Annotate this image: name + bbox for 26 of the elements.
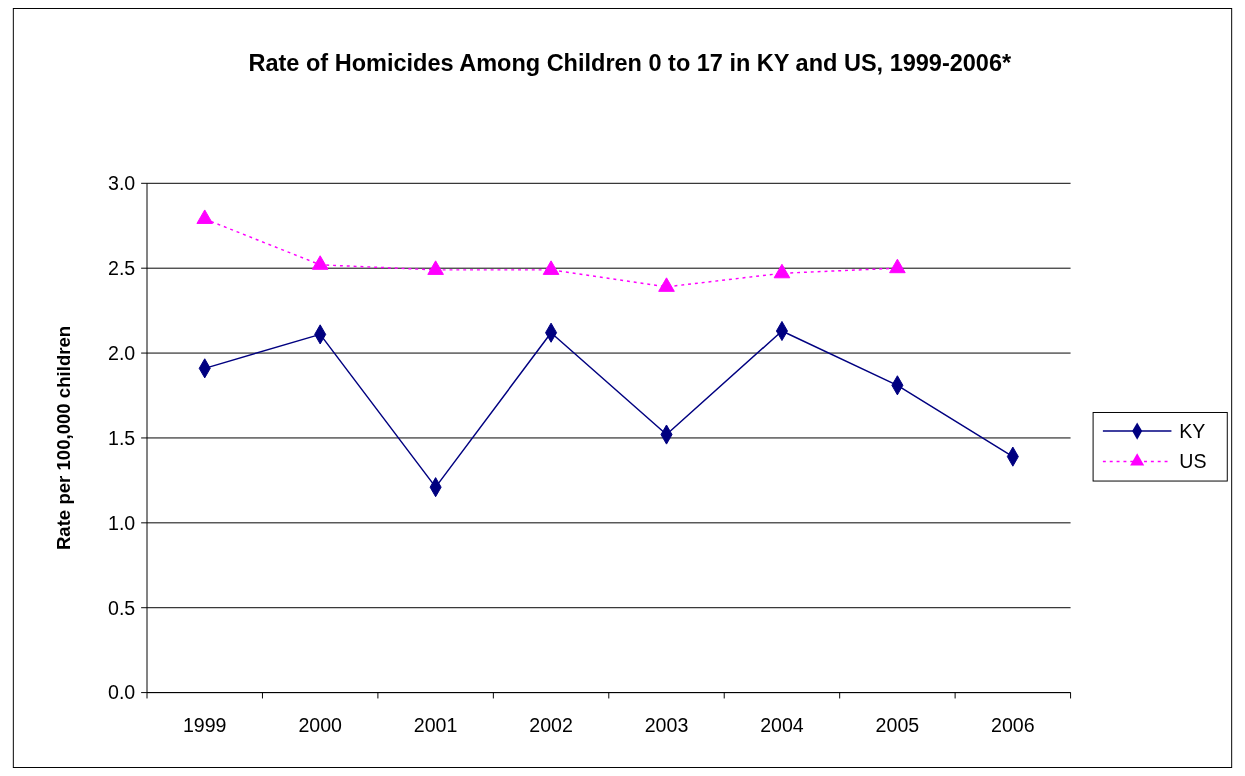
x-tick-label: 2000 — [298, 713, 343, 736]
point — [773, 263, 791, 279]
x-tick-label: 2001 — [413, 713, 458, 736]
legend-label: US — [1179, 450, 1207, 473]
x-tick-label: 2003 — [644, 713, 689, 736]
y-axis-title: Rate per 100,000 children — [52, 325, 74, 551]
x-tick-label: 1999 — [182, 713, 227, 736]
y-tick-label: 1.5 — [108, 426, 136, 449]
chart-title: Rate of Homicides Among Children 0 to 17 in KY and US, 1999-2006* — [248, 49, 1013, 76]
x-tick-label: 2006 — [991, 713, 1035, 736]
point — [542, 260, 560, 275]
point — [311, 255, 329, 270]
point — [427, 260, 444, 275]
y-tick-label: 3.0 — [108, 172, 136, 195]
y-tick-label: 0.5 — [108, 596, 136, 619]
y-tick-label: 0.0 — [108, 681, 136, 704]
x-tick-label: 2004 — [760, 713, 804, 736]
y-tick-label: 2.5 — [108, 257, 136, 280]
legend-label: KY — [1179, 419, 1206, 442]
point — [196, 209, 214, 224]
x-tick-label: 2002 — [529, 713, 573, 736]
y-tick-label: 2.0 — [108, 341, 136, 364]
y-tick-label: 1.0 — [108, 511, 136, 534]
x-tick-label: 2005 — [875, 713, 920, 736]
point — [658, 277, 675, 292]
point — [889, 258, 906, 274]
